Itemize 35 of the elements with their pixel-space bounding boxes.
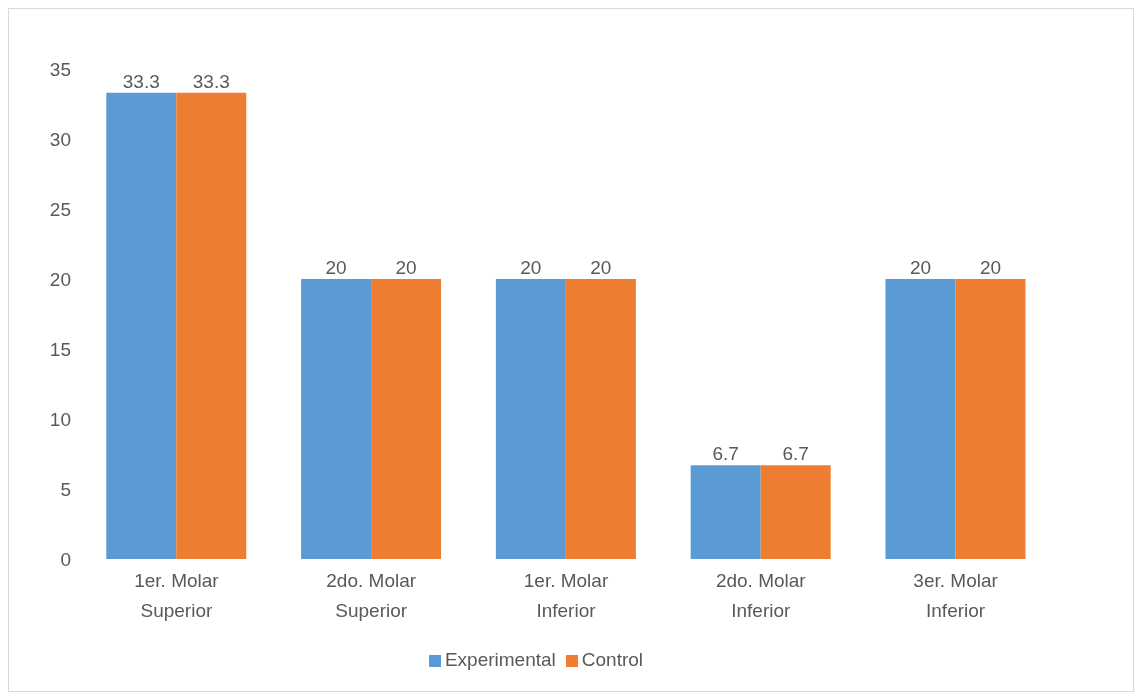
bar: [495, 279, 566, 559]
legend-label: Control: [581, 649, 644, 670]
data-label: 33.3: [192, 70, 230, 92]
y-tick-label: 5: [60, 478, 71, 500]
y-tick-label: 20: [49, 268, 71, 290]
data-label: 33.3: [122, 70, 160, 92]
data-label: 20: [590, 257, 612, 278]
bar: [885, 279, 956, 559]
data-label: 6.7: [782, 443, 809, 465]
data-label: 20: [395, 257, 417, 278]
x-tick-label: 2do. Molar Inferior: [715, 570, 807, 621]
bar: [690, 465, 761, 559]
bar: [955, 279, 1026, 559]
x-tick-label: 3er. Molar Inferior: [913, 570, 999, 621]
legend-label: Experimental: [444, 649, 556, 670]
bar: [301, 279, 372, 559]
data-label: 20: [909, 257, 932, 278]
data-label: 20: [979, 257, 1002, 278]
bar: [176, 92, 247, 559]
data-label: 20: [325, 257, 347, 278]
bar: [371, 279, 442, 559]
data-label: 6.7: [712, 443, 739, 465]
y-tick-label: 15: [49, 338, 71, 360]
data-label: 20: [520, 257, 542, 278]
y-tick-label: 30: [49, 128, 71, 150]
bar: [565, 279, 636, 559]
bar: [760, 465, 831, 559]
y-tick-label: 0: [60, 548, 71, 570]
y-tick-label: 25: [49, 198, 71, 220]
y-tick-label: 35: [49, 58, 71, 80]
x-tick-label: 2do. Molar Superior: [326, 570, 417, 621]
y-tick-label: 10: [49, 408, 71, 430]
x-tick-label: 1er. Molar Superior: [134, 570, 220, 621]
x-tick-label: 1er. Molar Inferior: [523, 570, 609, 621]
bar: [106, 92, 177, 559]
